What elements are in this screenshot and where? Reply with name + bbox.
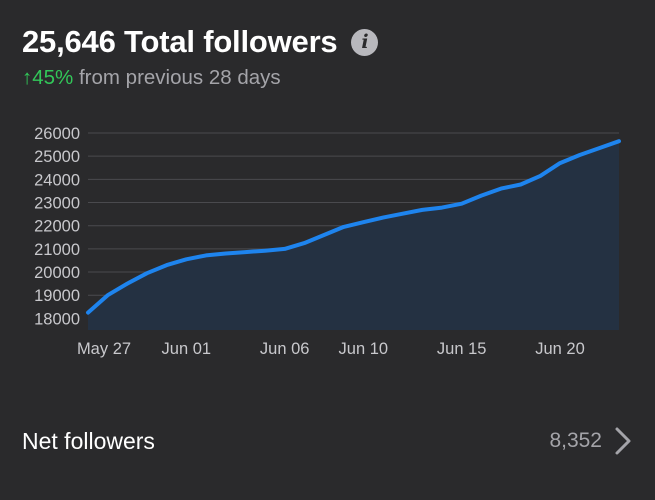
x-tick-label: Jun 01 (162, 340, 212, 358)
y-tick-label: 19000 (34, 287, 80, 305)
info-icon[interactable]: i (351, 28, 379, 56)
change-percent: 45% (32, 66, 74, 89)
y-tick-label: 24000 (34, 171, 80, 189)
y-tick-label: 21000 (34, 241, 80, 259)
line-layer (86, 139, 621, 315)
change-summary: ↑45% from previous 28 days (22, 66, 642, 90)
x-tick-label: Jun 06 (260, 340, 310, 358)
title-row: 25,646 Total followers i (22, 20, 642, 64)
x-tick-label: Jun 10 (339, 340, 389, 358)
x-tick-label: Jun 15 (437, 340, 487, 358)
y-tick-label: 23000 (34, 195, 80, 213)
y-tick-label: 22000 (34, 218, 80, 236)
change-text: from previous 28 days (78, 66, 281, 89)
chevron-right-icon[interactable] (614, 426, 632, 456)
net-followers-value: 8,352 (549, 429, 602, 452)
y-tick-label: 18000 (34, 310, 80, 328)
y-tick-label: 25000 (34, 148, 80, 166)
page-title: 25,646 Total followers (22, 24, 338, 59)
net-followers-right: 8,352 (549, 426, 632, 456)
area-layer (88, 141, 619, 330)
x-tick-label: Jun 20 (535, 340, 585, 358)
x-tick-label: May 27 (77, 340, 131, 358)
header: 25,646 Total followers i ↑45% from previ… (22, 20, 642, 90)
x-axis-ticks: May 27 Jun 01 Jun 06 Jun 10 Jun 15 Jun 20 (77, 340, 585, 358)
arrow-up-icon: ↑ (22, 66, 33, 89)
y-tick-label: 26000 (34, 125, 80, 143)
area-fill (88, 141, 619, 330)
series-line (86, 139, 621, 315)
followers-chart[interactable]: 18000 19000 20000 21000 22000 23000 24000 25000… (0, 115, 655, 375)
y-axis-ticks: 18000 19000 20000 21000 22000 23000 24000 25000… (34, 125, 80, 328)
net-followers-row[interactable]: Net followers 8,352 (22, 418, 632, 464)
net-followers-label: Net followers (22, 427, 155, 454)
y-tick-label: 20000 (34, 264, 80, 282)
followers-chart-svg: 18000 19000 20000 21000 22000 23000 24000 25000… (34, 125, 621, 358)
